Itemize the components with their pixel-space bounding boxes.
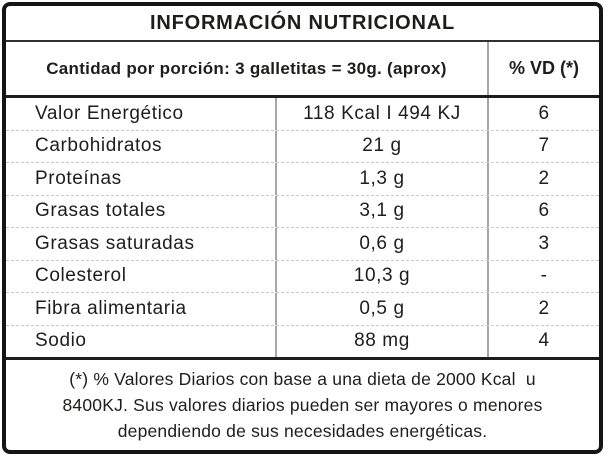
footnote: (*) % Valores Diarios con base a una die…	[6, 360, 599, 450]
table-row: Grasas saturadas 0,6 g 3	[6, 227, 599, 260]
nutrient-daily-value: 2	[538, 297, 550, 319]
nutrient-daily-value: 6	[538, 102, 550, 124]
label-title: INFORMACIÓN NUTRICIONAL	[149, 11, 456, 34]
table-row: Fibra alimentaria 0,5 g 2	[6, 292, 599, 325]
nutrient-name: Valor Energético	[6, 98, 277, 130]
table-row: Proteínas 1,3 g 2	[6, 162, 599, 195]
nutrient-daily-value: 2	[538, 167, 550, 189]
nutrient-name: Fibra alimentaria	[6, 293, 277, 325]
nutrient-daily-value: 4	[538, 330, 550, 352]
nutrition-label: INFORMACIÓN NUTRICIONAL Cantidad por por…	[2, 2, 603, 454]
nutrient-amount: 88 mg	[277, 325, 489, 357]
nutrient-daily-value: -	[540, 265, 548, 287]
daily-value-header: % VD (*)	[508, 58, 579, 78]
table-row: Sodio 88 mg 4	[6, 324, 599, 357]
nutrient-name: Proteínas	[6, 163, 277, 195]
nutrient-name: Grasas saturadas	[6, 228, 277, 260]
serving-info: Cantidad por porción: 3 galletitas = 30g…	[6, 42, 489, 95]
nutrient-name: Carbohidratos	[6, 130, 277, 162]
footnote-line: (*) % Valores Diarios con base a una die…	[69, 369, 536, 389]
label-title-row: INFORMACIÓN NUTRICIONAL	[6, 6, 599, 42]
nutrient-amount: 3,1 g	[277, 195, 489, 227]
nutrient-name: Sodio	[6, 325, 277, 357]
footnote-line: 8400KJ. Sus valores diarios pueden ser m…	[62, 395, 543, 415]
nutrient-name: Colesterol	[6, 260, 277, 292]
nutrient-amount: 10,3 g	[277, 260, 489, 292]
nutrient-amount: 1,3 g	[277, 163, 489, 195]
nutrient-amount: 21 g	[277, 130, 489, 162]
nutrient-amount: 0,6 g	[277, 228, 489, 260]
table-row: Colesterol 10,3 g -	[6, 259, 599, 292]
nutrient-daily-value: 7	[538, 135, 550, 157]
table-row: Grasas totales 3,1 g 6	[6, 194, 599, 227]
nutrient-table: Valor Energético 118 Kcal I 494 KJ 6 Car…	[6, 98, 599, 360]
nutrient-amount: 118 Kcal I 494 KJ	[277, 98, 489, 130]
nutrient-name: Grasas totales	[6, 195, 277, 227]
nutrient-daily-value: 3	[538, 232, 550, 254]
table-row: Valor Energético 118 Kcal I 494 KJ 6	[6, 98, 599, 130]
serving-header-row: Cantidad por porción: 3 galletitas = 30g…	[6, 42, 599, 98]
nutrient-daily-value: 6	[538, 200, 550, 222]
footnote-line: dependiendo de sus necesidades energétic…	[117, 421, 488, 441]
table-row: Carbohidratos 21 g 7	[6, 129, 599, 162]
nutrient-amount: 0,5 g	[277, 293, 489, 325]
